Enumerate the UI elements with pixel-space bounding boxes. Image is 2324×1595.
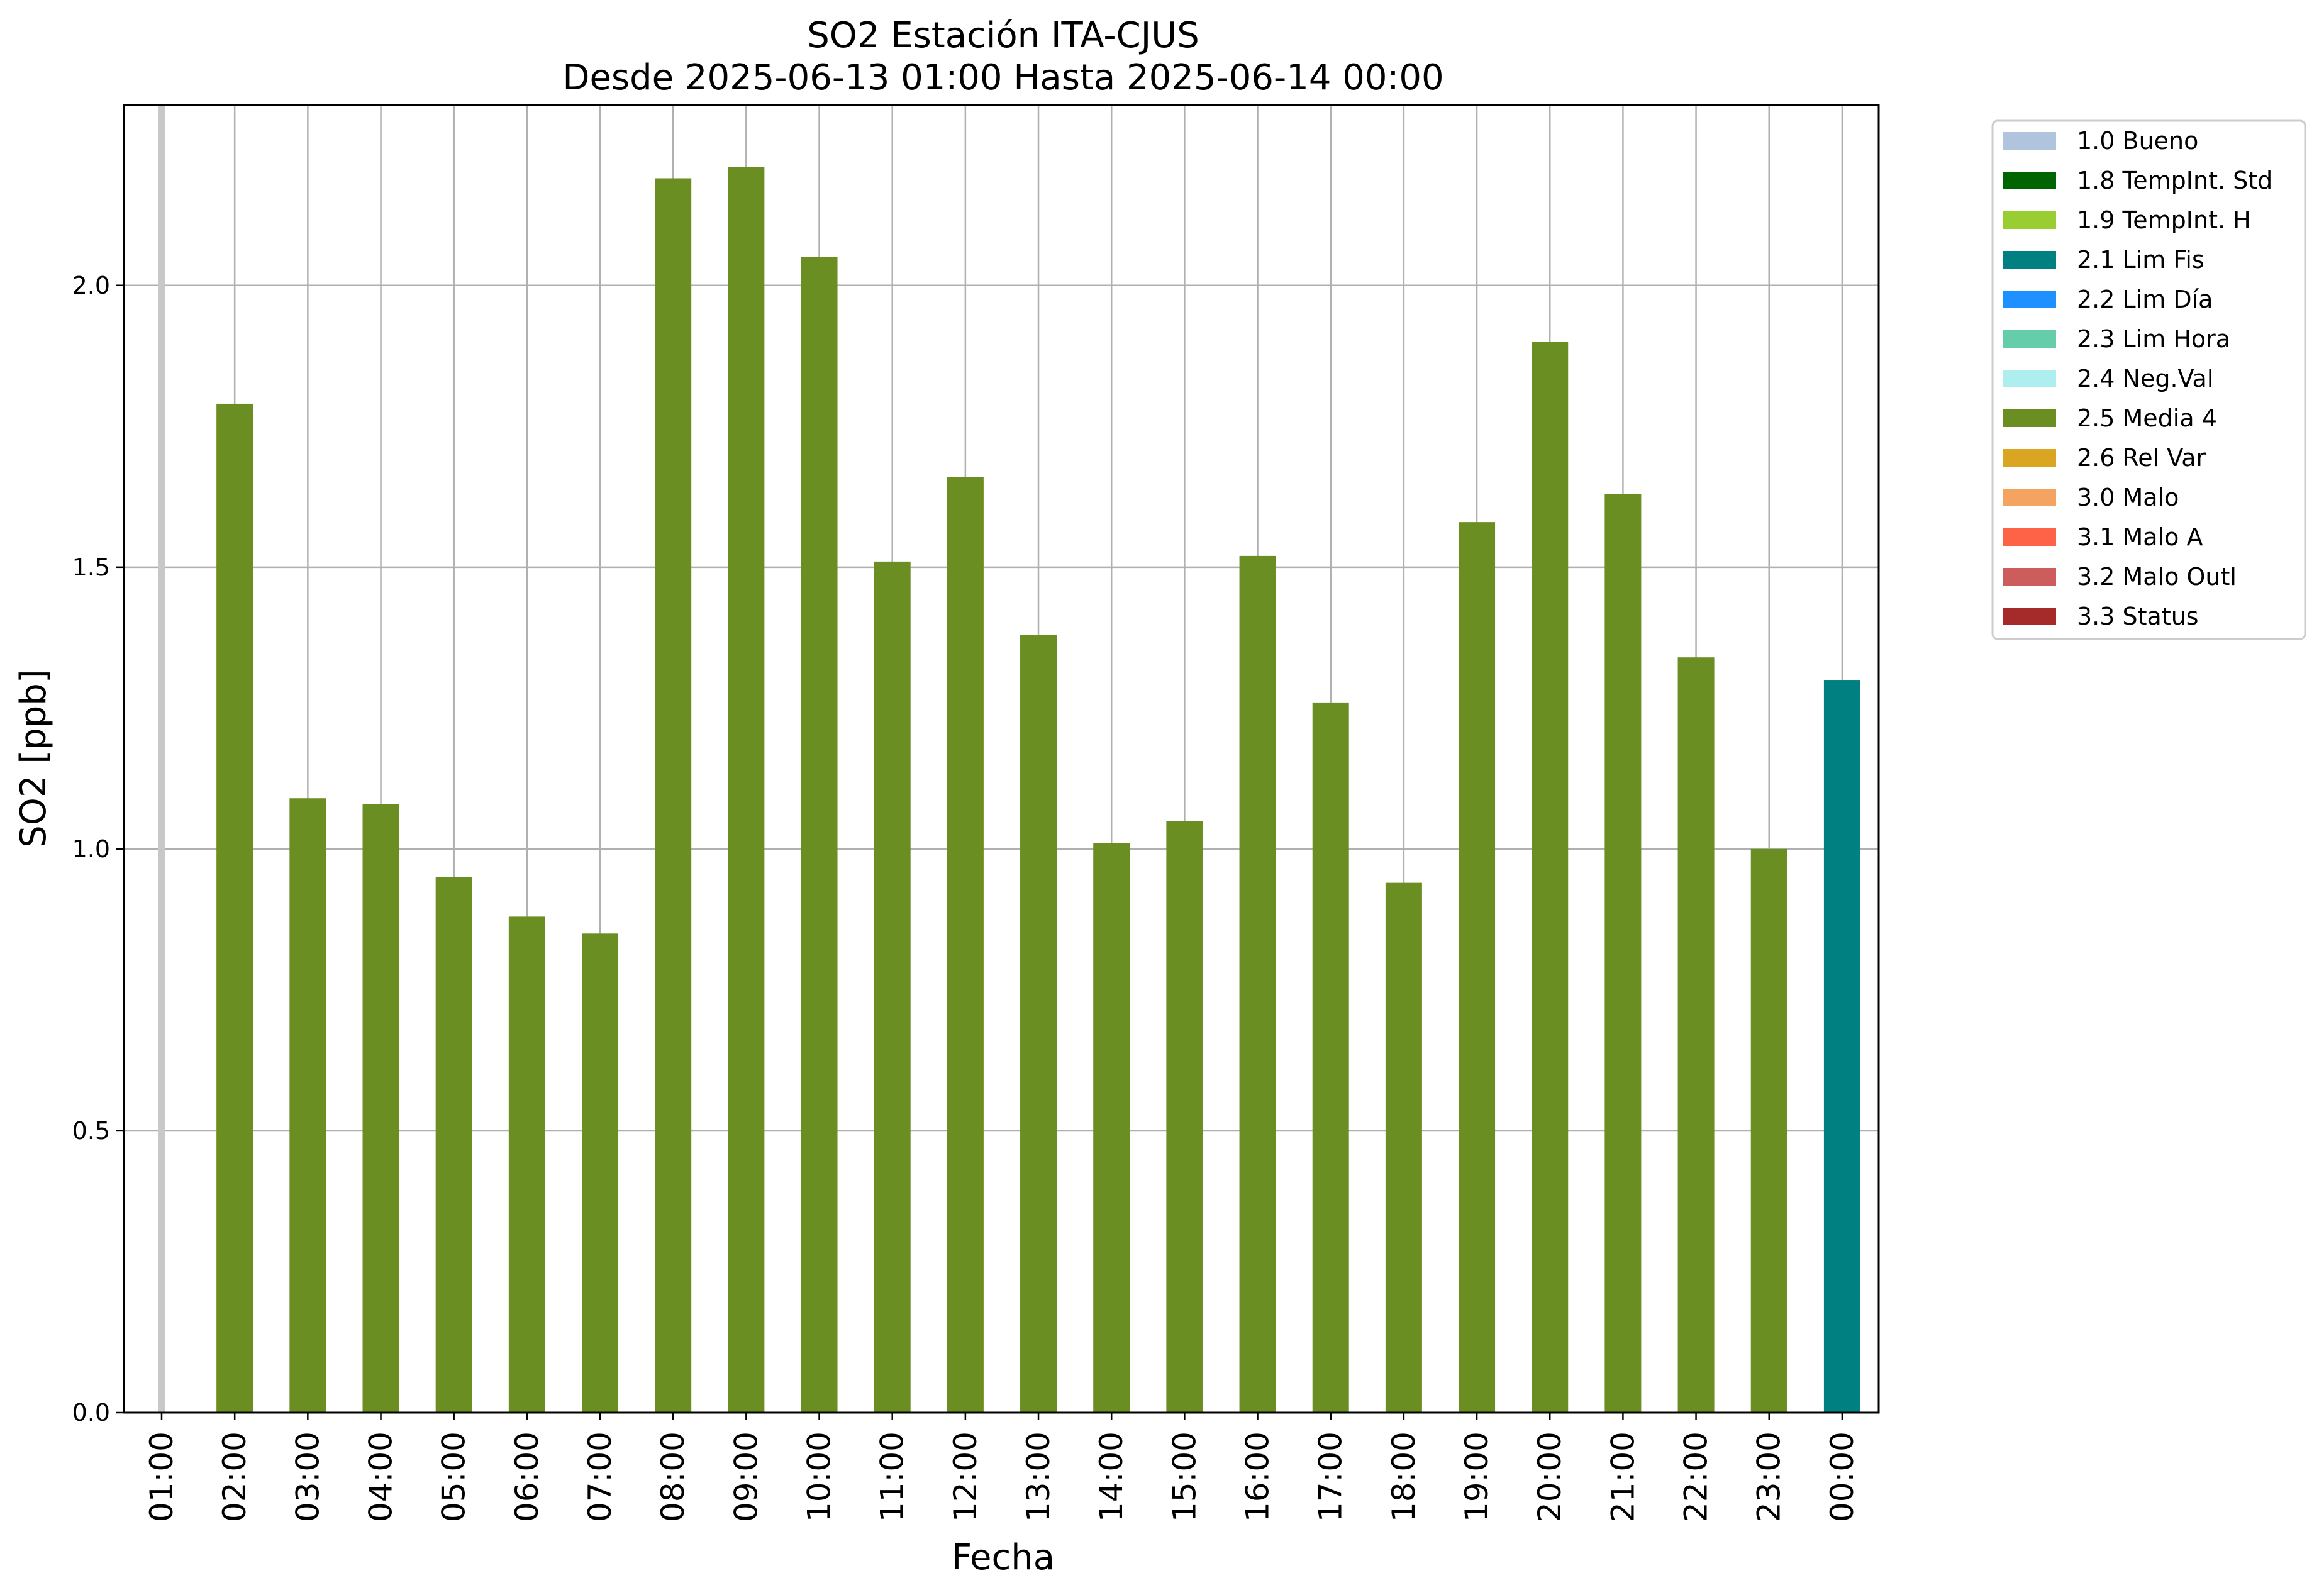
bar-0000 [1823, 680, 1860, 1413]
x-tick-label: 02:00 [216, 1431, 253, 1522]
missing-data-markers [158, 105, 165, 1413]
x-tick-label: 20:00 [1532, 1431, 1568, 1522]
bar-0500 [435, 877, 472, 1413]
x-tick-label: 09:00 [728, 1431, 764, 1522]
bar-1100 [874, 561, 911, 1413]
x-tick-label: 21:00 [1604, 1431, 1641, 1522]
x-tick-label: 03:00 [289, 1431, 326, 1522]
x-tick-label: 06:00 [509, 1431, 545, 1522]
x-tick-label: 01:00 [143, 1431, 180, 1522]
x-tick-label: 16:00 [1240, 1431, 1276, 1522]
y-tick-label: 2.0 [72, 272, 110, 299]
legend-label: 3.0 Malo [2077, 484, 2179, 511]
legend-swatch [2003, 449, 2056, 467]
legend-label: 2.3 Lim Hora [2077, 325, 2230, 353]
x-tick-label: 23:00 [1751, 1431, 1787, 1522]
y-tick-label: 0.0 [72, 1399, 110, 1426]
x-tick-label: 10:00 [801, 1431, 838, 1522]
y-tick-label: 1.0 [72, 835, 110, 863]
x-tick-label: 11:00 [874, 1431, 911, 1522]
x-tick-label: 07:00 [582, 1431, 618, 1522]
bar-2300 [1750, 848, 1787, 1413]
x-tick-label: 00:00 [1824, 1431, 1860, 1522]
bar-0800 [655, 178, 692, 1413]
bar-0600 [508, 916, 545, 1413]
legend-label: 3.2 Malo Outl [2077, 563, 2237, 591]
plot-area-frame [123, 104, 1880, 1414]
chart-title: SO2 Estación ITA-CJUS [807, 15, 1199, 56]
legend-label: 3.3 Status [2077, 603, 2199, 630]
x-tick-label: 04:00 [363, 1431, 399, 1522]
bar-1800 [1385, 882, 1422, 1413]
y-axis-label: SO2 [ppb] [13, 669, 54, 847]
missing-data-marker [158, 105, 165, 1413]
x-tick-label: 15:00 [1166, 1431, 1203, 1522]
x-tick-label: 17:00 [1313, 1431, 1349, 1522]
legend-label: 2.2 Lim Día [2077, 286, 2213, 313]
bar-2100 [1604, 494, 1642, 1413]
legend-label: 1.9 TempInt. H [2077, 206, 2251, 234]
bar-1000 [801, 257, 838, 1413]
bar-1200 [947, 477, 984, 1413]
y-axis-ticks: 0.0 0.5 1.0 1.5 2.0 [72, 272, 124, 1426]
legend-swatch [2003, 330, 2056, 348]
x-tick-label: 22:00 [1678, 1431, 1715, 1522]
legend-label: 3.1 Malo A [2077, 523, 2203, 551]
bar-0900 [728, 167, 765, 1413]
bar-0300 [289, 798, 326, 1413]
legend-frame [1991, 119, 2306, 640]
y-tick-label: 0.5 [72, 1117, 110, 1145]
x-tick-label: 14:00 [1093, 1431, 1130, 1522]
bar-1300 [1020, 635, 1057, 1413]
legend-label: 1.8 TempInt. Std [2077, 167, 2272, 194]
bar-2200 [1677, 657, 1715, 1413]
legend-swatch [2003, 608, 2056, 625]
x-tick-label: 08:00 [655, 1431, 691, 1522]
bars [216, 167, 1860, 1413]
legend: 1.0 Bueno 1.8 TempInt. Std 1.9 TempInt. H 2… [1991, 119, 2306, 640]
legend-swatch [2003, 251, 2056, 269]
bar-2000 [1532, 342, 1569, 1413]
bar-1700 [1312, 702, 1349, 1413]
chart-subtitle: Desde 2025-06-13 01:00 Hasta 2025-06-14 … [562, 57, 1443, 98]
x-tick-label: 13:00 [1020, 1431, 1057, 1522]
legend-swatch [2003, 291, 2056, 308]
legend-label: 1.0 Bueno [2077, 127, 2198, 155]
legend-swatch [2003, 568, 2056, 586]
x-axis-ticks: 01:00 02:00 03:00 04:00 05:00 06:00 07:00 08:00… [143, 1413, 1860, 1522]
legend-swatch [2003, 528, 2056, 546]
legend-label: 2.6 Rel Var [2077, 444, 2206, 472]
bar-1900 [1459, 522, 1496, 1413]
bar-1600 [1239, 555, 1276, 1413]
legend-swatch [2003, 489, 2056, 506]
legend-swatch [2003, 370, 2056, 387]
bar-1400 [1093, 843, 1130, 1413]
legend-swatch [2003, 211, 2056, 229]
legend-label: 2.5 Media 4 [2077, 404, 2217, 432]
legend-swatch [2003, 132, 2056, 150]
x-tick-label: 05:00 [436, 1431, 472, 1522]
x-axis-label: Fecha [952, 1537, 1055, 1578]
y-tick-label: 1.5 [72, 553, 110, 581]
legend-label: 2.4 Neg.Val [2077, 365, 2213, 392]
legend-swatch [2003, 409, 2056, 427]
bar-0700 [582, 933, 619, 1413]
legend-swatch [2003, 172, 2056, 189]
x-tick-label: 18:00 [1386, 1431, 1422, 1522]
x-tick-label: 19:00 [1459, 1431, 1495, 1522]
bar-0400 [362, 804, 399, 1413]
bar-0200 [216, 403, 253, 1413]
x-tick-label: 12:00 [947, 1431, 984, 1522]
legend-label: 2.1 Lim Fis [2077, 246, 2204, 274]
bar-1500 [1166, 821, 1203, 1413]
